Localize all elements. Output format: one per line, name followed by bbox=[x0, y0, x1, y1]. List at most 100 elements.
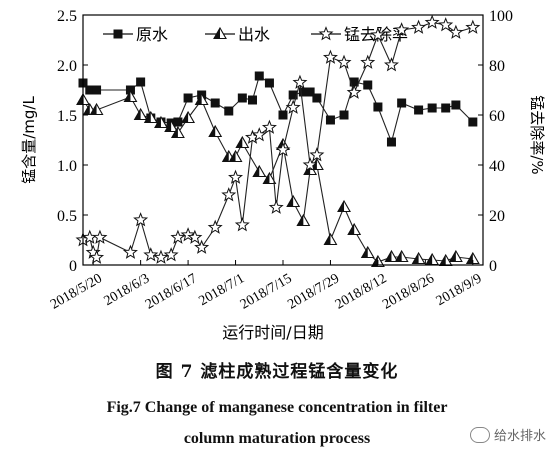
data-point-square bbox=[183, 93, 193, 103]
data-point-triangle bbox=[394, 249, 409, 263]
data-point-star bbox=[180, 227, 196, 242]
figure-caption-en-line2: column maturation process bbox=[183, 430, 371, 447]
data-point-star bbox=[268, 199, 284, 214]
data-point-triangle bbox=[465, 251, 480, 265]
data-point-square bbox=[305, 87, 315, 97]
right-tick-label: 40 bbox=[489, 158, 505, 175]
data-point-star bbox=[261, 119, 277, 134]
data-point-square bbox=[247, 95, 257, 105]
legend-entry: 原水 bbox=[103, 25, 168, 44]
data-point-triangle bbox=[286, 194, 301, 208]
data-point-square bbox=[397, 98, 407, 108]
x-tick-label: 2018/8/26 bbox=[380, 271, 437, 312]
legend-label: 原水 bbox=[136, 25, 168, 44]
data-point-star bbox=[302, 157, 318, 172]
data-point-star bbox=[143, 247, 159, 262]
data-point-triangle bbox=[347, 222, 362, 236]
data-point-square bbox=[254, 71, 264, 81]
data-point-triangle bbox=[164, 119, 179, 133]
series-1 bbox=[78, 71, 478, 147]
data-point-square bbox=[210, 98, 220, 108]
legend-marker bbox=[318, 26, 334, 41]
x-axis-label: 运行时间/日期 bbox=[222, 323, 323, 342]
left-tick-label: 1.5 bbox=[57, 108, 77, 125]
left-tick-label: 0 bbox=[69, 258, 77, 275]
data-point-triangle bbox=[143, 110, 158, 124]
figure-caption-cn: 图 7 滤柱成熟过程锰含量变化 bbox=[155, 362, 399, 382]
data-point-triangle bbox=[360, 245, 375, 259]
data-point-star bbox=[92, 229, 108, 244]
right-tick-label: 20 bbox=[489, 208, 505, 225]
legend-entry: 出水 bbox=[205, 25, 270, 44]
legend-marker bbox=[213, 26, 227, 40]
data-point-triangle bbox=[89, 102, 104, 116]
data-point-square bbox=[288, 90, 298, 100]
data-point-triangle bbox=[181, 110, 196, 124]
data-point-star bbox=[234, 217, 250, 232]
data-point-star bbox=[370, 27, 386, 42]
data-point-square bbox=[325, 115, 335, 125]
data-point-square bbox=[414, 105, 424, 115]
data-point-star bbox=[153, 249, 169, 264]
data-point-triangle bbox=[448, 249, 463, 263]
series-3 bbox=[75, 14, 481, 264]
wechat-icon bbox=[469, 426, 490, 443]
data-point-triangle bbox=[296, 213, 311, 227]
data-point-triangle bbox=[170, 125, 185, 139]
left-tick-label: 1.0 bbox=[57, 158, 77, 175]
x-tick-label: 2018/5/20 bbox=[48, 271, 105, 312]
legend-entry: 锰去除率 bbox=[311, 25, 408, 44]
watermark: 给水排水 bbox=[469, 425, 546, 444]
x-tick-label: 2018/9/9 bbox=[434, 271, 485, 309]
data-point-triangle bbox=[411, 251, 426, 265]
axes-layer: 0 0.5 1.0 1.5 2.0 2.5 0 20 40 60 80 100 2018/5/20 201… bbox=[20, 8, 546, 342]
right-tick-label: 100 bbox=[489, 8, 513, 25]
data-point-square bbox=[278, 110, 288, 120]
data-point-star bbox=[322, 49, 338, 64]
data-point-star bbox=[275, 142, 291, 157]
data-point-star bbox=[411, 19, 427, 34]
data-point-triangle bbox=[208, 124, 223, 138]
data-point-star bbox=[251, 127, 267, 142]
data-point-star bbox=[360, 54, 376, 69]
data-point-square bbox=[349, 77, 359, 87]
data-point-star bbox=[292, 74, 308, 89]
data-point-square bbox=[386, 137, 396, 147]
data-point-triangle bbox=[262, 171, 277, 185]
data-point-triangle bbox=[323, 232, 338, 246]
data-point-square bbox=[339, 110, 349, 120]
data-point-star bbox=[163, 247, 179, 262]
data-point-square bbox=[173, 117, 183, 127]
data-point-star bbox=[438, 17, 454, 32]
data-point-square bbox=[92, 85, 102, 95]
data-point-triangle bbox=[133, 107, 148, 121]
data-point-square bbox=[468, 117, 478, 127]
data-point-square bbox=[312, 93, 322, 103]
data-point-triangle bbox=[154, 115, 168, 129]
left-tick-label: 2.0 bbox=[57, 58, 77, 75]
chart-svg: 原水 出水 锰去除率 0 0.5 1.0 1.5 2.0 2.5 0 20 40 60 80 100 201… bbox=[20, 8, 546, 342]
data-point-triangle bbox=[235, 135, 250, 149]
data-point-star bbox=[309, 147, 325, 162]
left-tick-label: 2.5 bbox=[57, 8, 77, 25]
figure-caption-en-line1: Fig.7 Change of manganese concentration … bbox=[106, 399, 448, 416]
data-point-star bbox=[207, 219, 223, 234]
data-point-square bbox=[363, 80, 373, 90]
data-point-star bbox=[448, 24, 464, 39]
data-point-square bbox=[451, 100, 461, 110]
y-axis-left-label: 锰含量/mg/L bbox=[20, 96, 38, 184]
data-point-star bbox=[221, 187, 237, 202]
data-point-star bbox=[424, 14, 440, 29]
data-point-star bbox=[194, 239, 210, 254]
data-point-star bbox=[228, 169, 244, 184]
data-point-star bbox=[89, 249, 105, 264]
data-point-star bbox=[133, 212, 149, 227]
series-layer bbox=[75, 14, 481, 268]
data-point-triangle bbox=[337, 199, 351, 213]
right-tick-label: 0 bbox=[489, 258, 497, 275]
watermark-text: 给水排水 bbox=[493, 429, 546, 444]
data-point-square bbox=[373, 102, 383, 112]
series-line bbox=[82, 96, 473, 263]
chart-legend: 原水 出水 锰去除率 bbox=[103, 25, 408, 44]
legend-label: 出水 bbox=[238, 25, 270, 44]
